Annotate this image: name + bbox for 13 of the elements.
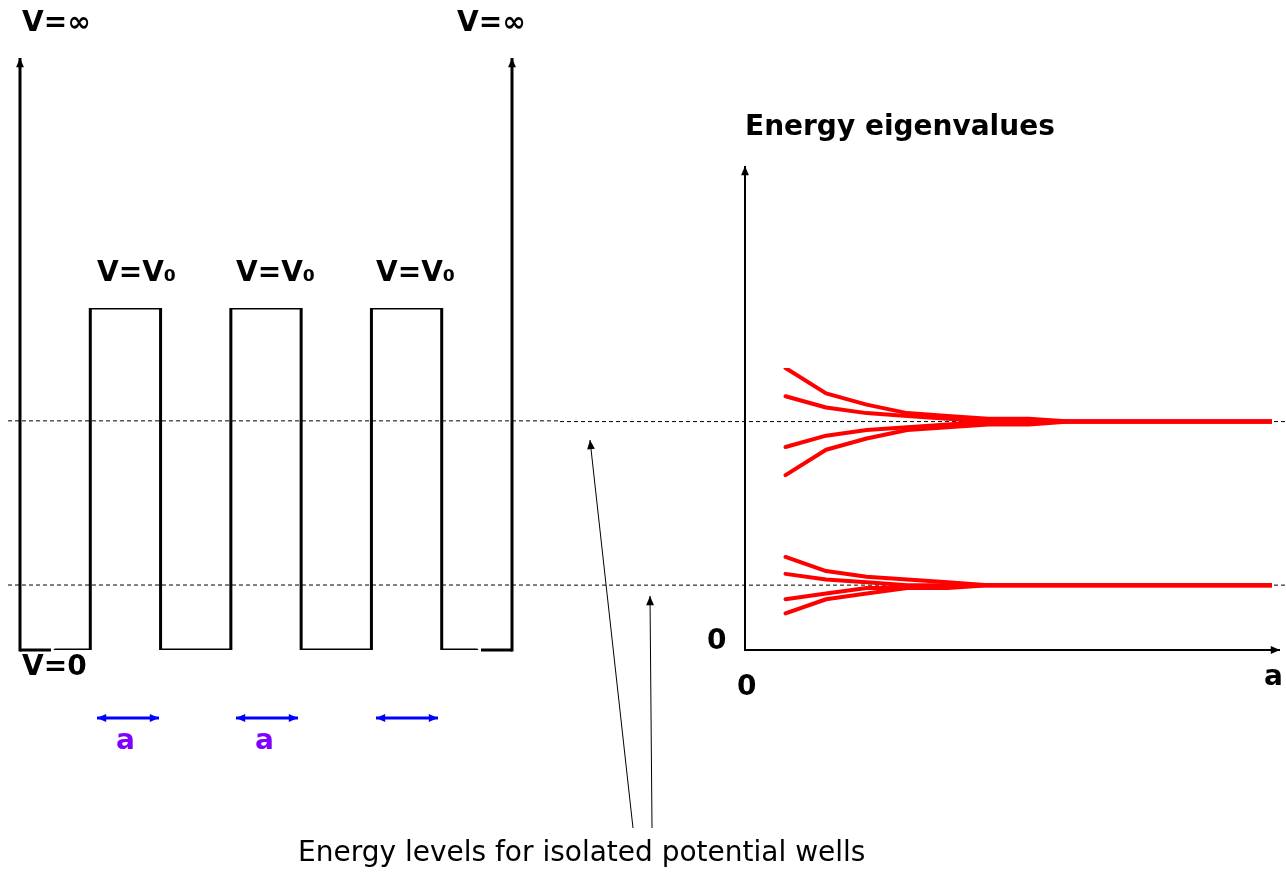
text: a — [255, 723, 274, 756]
x-axis-title: a — [1264, 659, 1283, 692]
text: V=∞ — [22, 5, 91, 38]
text: Energy levels for isolated potential wells — [298, 835, 866, 868]
text: 0 — [707, 623, 727, 656]
text: V=V₀ — [236, 255, 316, 288]
text: a — [116, 723, 135, 756]
text: V=V₀ — [376, 255, 456, 288]
text: V=∞ — [457, 5, 526, 38]
text: V=V₀ — [97, 255, 177, 288]
annotation: V=0 — [22, 649, 87, 682]
text: 0 — [737, 669, 757, 702]
chart-title: Energy eigenvalues — [745, 109, 1055, 142]
